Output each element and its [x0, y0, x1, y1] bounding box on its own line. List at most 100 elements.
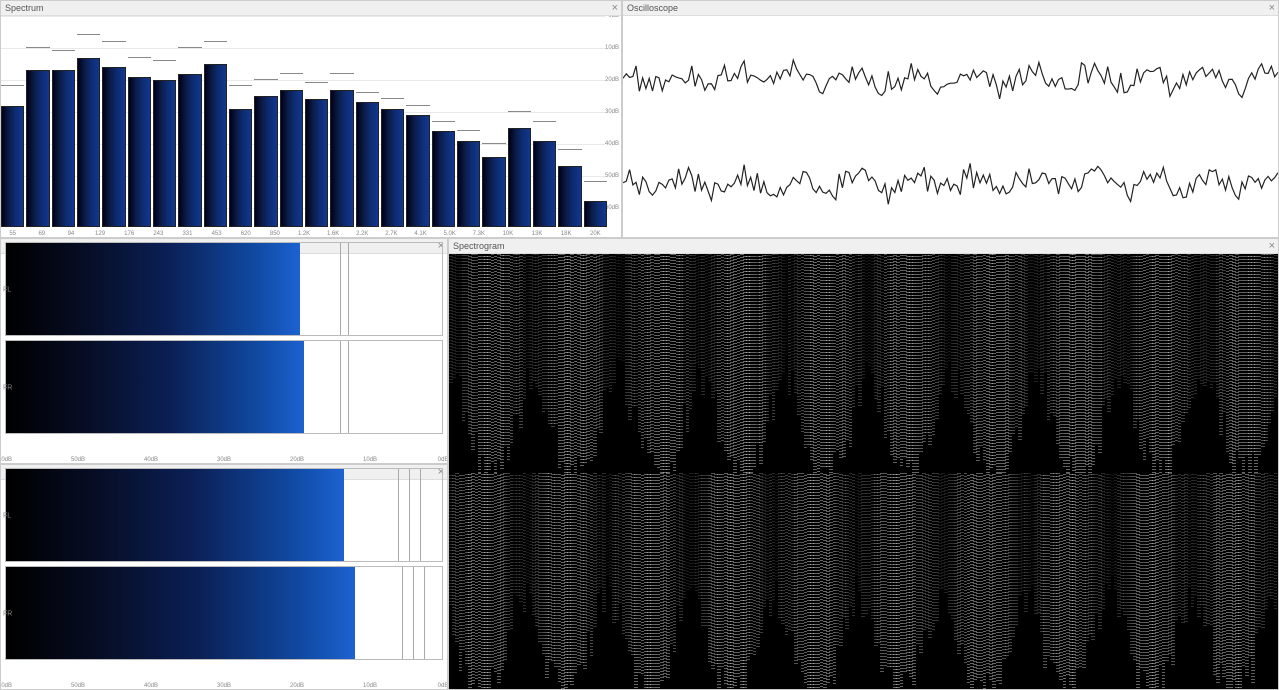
spectrum-panel: Spectrum × 0dB10dB20dB30dB40dB50dB60dB 5… — [0, 0, 622, 238]
meter-tick — [402, 567, 403, 659]
spectrum-peak — [533, 121, 556, 122]
spectrum-xlabel: 5.0K — [443, 231, 455, 237]
oscilloscope-title: Oscilloscope — [627, 3, 678, 13]
spectrum-peak — [254, 79, 277, 80]
spectrum-ylabel: 30dB — [605, 109, 619, 115]
spectrum-peak — [432, 121, 455, 122]
meter-tick — [348, 341, 349, 433]
spectrogram-column — [1277, 473, 1278, 576]
spectrum-xlabel: 176 — [124, 231, 134, 237]
spectrum-peak — [229, 85, 252, 86]
meter-tick — [413, 567, 414, 659]
meter-fill — [6, 243, 300, 335]
spectrum-peak — [381, 98, 404, 99]
spectrum-xlabel: 620 — [241, 231, 251, 237]
spectrum-bars — [1, 16, 605, 227]
meter-xlabels: 60dB50dB40dB30dB20dB10dB0dB — [5, 453, 443, 463]
oscilloscope-body — [623, 16, 1278, 237]
meter-track — [5, 566, 443, 660]
peak-panel: Peak Meter × FLFR60dB50dB40dB30dB20dB10d… — [0, 464, 448, 690]
meter-fill — [6, 469, 344, 561]
spectrum-xlabel: 1.2K — [298, 231, 310, 237]
spectrum-peak — [558, 149, 581, 150]
close-icon[interactable]: × — [612, 1, 618, 16]
spectrum-body: 0dB10dB20dB30dB40dB50dB60dB 556994129176… — [1, 16, 621, 237]
spectrum-bar — [1, 106, 24, 227]
oscilloscope-header[interactable]: Oscilloscope × — [623, 1, 1278, 16]
spectrum-bar — [26, 70, 49, 227]
meter-channel-label: FL — [3, 513, 11, 520]
spectrum-ylabel: 0dB — [608, 16, 619, 19]
spectrum-bar — [178, 74, 201, 227]
meter-xlabel: 30dB — [217, 457, 231, 463]
oscilloscope-panel: Oscilloscope × — [622, 0, 1279, 238]
spectrogram-column — [1277, 254, 1278, 376]
spectrum-xlabel: 2.2K — [356, 231, 368, 237]
spectrum-bar — [533, 141, 556, 227]
vu-panel: VU Meter × FLFR60dB50dB40dB30dB20dB10dB0… — [0, 238, 448, 464]
spectrum-peak — [178, 47, 201, 48]
spectrum-peak — [1, 85, 24, 86]
meter-xlabel: 0dB — [438, 457, 447, 463]
spectrum-bar — [102, 67, 125, 227]
spectrum-peak — [128, 57, 151, 58]
spectrum-xlabel: 453 — [212, 231, 222, 237]
spectrum-xlabel: 2.7K — [385, 231, 397, 237]
meter-xlabel: 50dB — [71, 457, 85, 463]
spectrum-bar — [153, 80, 176, 227]
spectrum-ylabel: 50dB — [605, 173, 619, 179]
spectrum-peak — [153, 60, 176, 61]
oscilloscope-wave — [623, 163, 1278, 204]
spectrum-xlabel: 10K — [503, 231, 514, 237]
meter-xlabel: 60dB — [1, 683, 12, 689]
spectrum-bar — [381, 109, 404, 227]
spectrum-peak — [204, 41, 227, 42]
spectrum-bar — [77, 58, 100, 227]
spectrum-title: Spectrum — [5, 3, 44, 13]
spectrum-bar — [432, 131, 455, 227]
meter-tick — [340, 341, 341, 433]
spectrum-peak — [280, 73, 303, 74]
spectrum-peak — [305, 82, 328, 83]
spectrum-peak — [26, 47, 49, 48]
spectrum-bar — [406, 115, 429, 227]
spectrum-bar — [356, 102, 379, 227]
meter-fill — [6, 567, 355, 659]
meter-tick — [398, 469, 399, 561]
spectrum-xlabel: 1.6K — [327, 231, 339, 237]
spectrum-bar — [204, 64, 227, 227]
spectrum-peak — [356, 92, 379, 93]
spectrum-bar — [558, 166, 581, 227]
meter-xlabel: 20dB — [290, 683, 304, 689]
spectrum-xlabel: 94 — [68, 231, 75, 237]
meter-xlabel: 60dB — [1, 457, 12, 463]
spectrogram-channel — [449, 473, 1278, 690]
spectrum-ylabel: 40dB — [605, 141, 619, 147]
spectrum-xlabels: 5569941291762433314536208501.2K1.6K2.2K2… — [1, 227, 605, 237]
spectrum-xlabel: 129 — [95, 231, 105, 237]
meter-tick — [420, 469, 421, 561]
meter-xlabel: 0dB — [438, 683, 447, 689]
oscilloscope-wave — [623, 60, 1278, 99]
meter-fill — [6, 341, 304, 433]
vu-body: FLFR60dB50dB40dB30dB20dB10dB0dB — [1, 239, 447, 463]
meter-tick — [348, 243, 349, 335]
peak-body: FLFR60dB50dB40dB30dB20dB10dB0dB — [1, 465, 447, 689]
meter-xlabel: 40dB — [144, 457, 158, 463]
spectrogram-title: Spectrogram — [453, 241, 505, 251]
close-icon[interactable]: × — [1269, 1, 1275, 16]
spectrum-bar — [457, 141, 480, 227]
spectrum-bar — [482, 157, 505, 227]
meter-xlabel: 40dB — [144, 683, 158, 689]
spectrum-bar — [229, 109, 252, 227]
spectrum-peak — [330, 73, 353, 74]
meter-xlabel: 30dB — [217, 683, 231, 689]
spectrum-bar — [305, 99, 328, 227]
spectrum-header[interactable]: Spectrum × — [1, 1, 621, 16]
meter-track — [5, 468, 443, 562]
close-icon[interactable]: × — [1269, 239, 1275, 254]
spectrogram-header[interactable]: Spectrogram × — [449, 239, 1278, 254]
meter-track — [5, 340, 443, 434]
spectrum-peak — [102, 41, 125, 42]
spectrum-bar — [52, 70, 75, 227]
